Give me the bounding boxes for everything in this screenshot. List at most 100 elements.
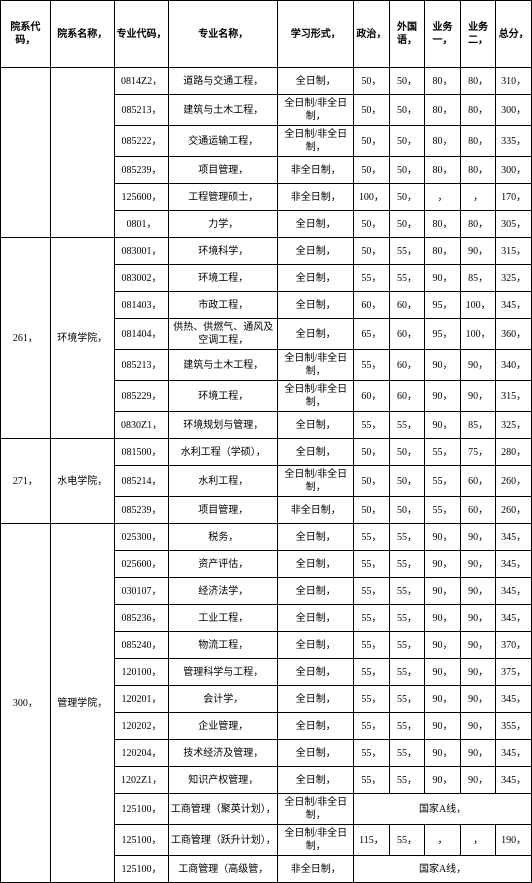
score-4: 190， [496, 825, 532, 856]
score-0: 50， [354, 157, 390, 184]
score-0: 60， [354, 381, 390, 412]
score-3: 80， [460, 68, 496, 95]
table-row: 261，环境学院，083001，环境科学，全日制，50，55，80，90，315… [1, 238, 532, 265]
score-0: 55， [354, 632, 390, 659]
score-0: 115， [354, 825, 390, 856]
study-mode: 全日制， [278, 767, 354, 794]
major-code: 125100， [114, 825, 169, 856]
score-2: 90， [425, 381, 461, 412]
score-1: 50， [389, 211, 425, 238]
score-0: 50， [354, 497, 390, 524]
major-code: 0814Z2， [114, 68, 169, 95]
study-mode: 全日制， [278, 632, 354, 659]
score-4: 310， [496, 68, 532, 95]
study-mode: 全日制， [278, 439, 354, 466]
score-4: 370， [496, 632, 532, 659]
score-4: 300， [496, 95, 532, 126]
major-name: 水利工程（学硕）， [169, 439, 278, 466]
study-mode: 全日制/非全日制， [278, 825, 354, 856]
score-4: 345， [496, 578, 532, 605]
score-2: 90， [425, 686, 461, 713]
score-2: 80， [425, 211, 461, 238]
major-code: 025300， [114, 524, 169, 551]
major-code: 083001， [114, 238, 169, 265]
major-code: 030107， [114, 578, 169, 605]
score-3: 90， [460, 238, 496, 265]
study-mode: 全日制/非全日制， [278, 466, 354, 497]
score-3: 90， [460, 713, 496, 740]
score-4: 300， [496, 157, 532, 184]
score-0: 50， [354, 126, 390, 157]
score-3: 80， [460, 126, 496, 157]
score-2: 95， [425, 319, 461, 350]
major-name: 工商管理（聚英计划）， [169, 794, 278, 825]
score-0: 50， [354, 439, 390, 466]
major-name: 交通运输工程， [169, 126, 278, 157]
dept-name: 水电学院， [50, 439, 114, 524]
score-1: 50， [389, 184, 425, 211]
major-code: 085239， [114, 157, 169, 184]
score-3: 100， [460, 319, 496, 350]
score-0: 50， [354, 95, 390, 126]
score-3: 80， [460, 95, 496, 126]
score-1: 55， [389, 767, 425, 794]
score-2: 80， [425, 126, 461, 157]
score-2: 80， [425, 238, 461, 265]
major-name: 资产评估， [169, 551, 278, 578]
score-1: 55， [389, 605, 425, 632]
major-name: 环境科学， [169, 238, 278, 265]
score-3: 75， [460, 439, 496, 466]
dept-code: 261， [1, 238, 51, 439]
score-0: 55， [354, 713, 390, 740]
score-0: 60， [354, 292, 390, 319]
score-2: 90， [425, 767, 461, 794]
score-2: 90， [425, 713, 461, 740]
study-mode: 非全日制， [278, 157, 354, 184]
score-4: 325， [496, 412, 532, 439]
major-code: 120100， [114, 659, 169, 686]
header-5: 政治， [354, 1, 390, 68]
study-mode: 全日制/非全日制， [278, 95, 354, 126]
score-3: 60， [460, 466, 496, 497]
table-body: 0814Z2，道路与交通工程，全日制，50，50，80，80，310，08521… [1, 68, 532, 883]
major-name: 技术经济及管理， [169, 740, 278, 767]
score-0: 55， [354, 551, 390, 578]
score-1: 55， [389, 632, 425, 659]
score-0: 55， [354, 605, 390, 632]
score-2: 55， [425, 466, 461, 497]
score-3: 90， [460, 350, 496, 381]
table-row: 0814Z2，道路与交通工程，全日制，50，50，80，80，310， [1, 68, 532, 95]
score-4: 345， [496, 551, 532, 578]
score-3: ， [460, 184, 496, 211]
major-code: 081403， [114, 292, 169, 319]
score-0: 55， [354, 686, 390, 713]
major-name: 知识产权管理， [169, 767, 278, 794]
study-mode: 全日制， [278, 524, 354, 551]
score-4: 260， [496, 497, 532, 524]
score-1: 60， [389, 292, 425, 319]
major-name: 市政工程， [169, 292, 278, 319]
major-code: 125100， [114, 856, 169, 883]
study-mode: 全日制， [278, 578, 354, 605]
score-1: 55， [389, 412, 425, 439]
score-1: 50， [389, 68, 425, 95]
table-row: 300，管理学院，025300，税务，全日制，55，55，90，90，345， [1, 524, 532, 551]
score-0: 50， [354, 238, 390, 265]
score-1: 55， [389, 551, 425, 578]
score-0: 55， [354, 350, 390, 381]
score-4: 345， [496, 767, 532, 794]
study-mode: 全日制/非全日制， [278, 350, 354, 381]
score-0: 100， [354, 184, 390, 211]
score-3: 100， [460, 292, 496, 319]
score-2: 90， [425, 350, 461, 381]
score-2: 90， [425, 740, 461, 767]
dept-name: 环境学院， [50, 238, 114, 439]
major-name: 环境规划与管理， [169, 412, 278, 439]
score-0: 50， [354, 466, 390, 497]
dept-name [50, 68, 114, 238]
header-7: 业务一， [425, 1, 461, 68]
score-1: 60， [389, 381, 425, 412]
study-mode: 全日制， [278, 713, 354, 740]
major-code: 120201， [114, 686, 169, 713]
header-1: 院系名称， [50, 1, 114, 68]
